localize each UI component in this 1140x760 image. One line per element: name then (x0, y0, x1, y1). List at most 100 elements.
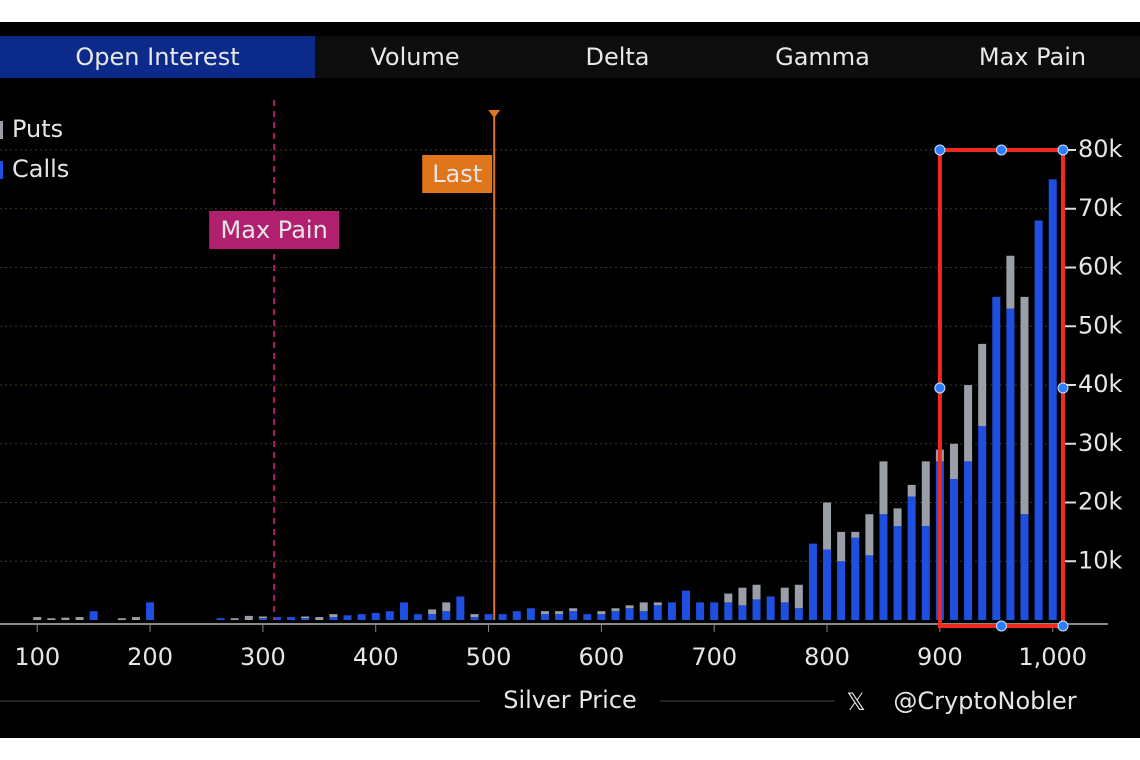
bar (33, 617, 42, 620)
bar (893, 526, 902, 620)
bar (301, 618, 310, 620)
selection-box (937, 148, 1066, 628)
bar (470, 617, 479, 620)
tab[interactable]: Gamma (775, 43, 870, 71)
bar (371, 612, 380, 620)
bar (498, 614, 507, 620)
tab[interactable]: Volume (370, 43, 460, 71)
annotation-label: Max Pain (221, 216, 328, 244)
tab[interactable]: Max Pain (978, 43, 1087, 71)
bar (1034, 220, 1043, 620)
bar (949, 443, 958, 479)
bar (625, 605, 634, 609)
bar (1048, 179, 1057, 620)
y-tick-label: 20k (1078, 488, 1123, 516)
bar (738, 605, 747, 620)
bar (696, 602, 705, 620)
bar (385, 611, 394, 620)
bar (1020, 514, 1029, 620)
bar (964, 461, 973, 620)
y-tick-label: 40k (1078, 370, 1123, 398)
bar (639, 611, 648, 620)
bar (146, 602, 155, 620)
bar (1006, 308, 1015, 620)
y-tick-label: 50k (1078, 311, 1123, 339)
bar (611, 611, 620, 620)
selection-handle (1057, 620, 1069, 632)
bar (484, 614, 493, 620)
watermark-icon: 𝕏 (846, 688, 865, 716)
bar (992, 296, 1001, 620)
bar (865, 555, 874, 620)
bar (611, 608, 620, 612)
bar (583, 614, 592, 620)
selection-handle (995, 620, 1007, 632)
selection-handle (1057, 382, 1069, 394)
bar (442, 602, 451, 612)
bar (964, 385, 973, 462)
bar (710, 602, 719, 620)
bar (794, 584, 803, 609)
bar (639, 602, 648, 612)
bar (921, 526, 930, 620)
bar (428, 614, 437, 620)
bar (766, 596, 775, 620)
bar (823, 549, 832, 620)
bar (682, 590, 691, 620)
bar (794, 608, 803, 620)
selection-handle (934, 382, 946, 394)
bar (1020, 296, 1029, 515)
bar (879, 514, 888, 620)
bar (343, 615, 352, 620)
bar (131, 617, 140, 620)
bar (47, 618, 56, 620)
annotation-cap (488, 110, 501, 118)
bar (230, 618, 239, 620)
bar (428, 609, 437, 615)
bar (555, 614, 564, 620)
y-tick-label: 10k (1078, 546, 1123, 574)
bar (258, 618, 267, 620)
bar (837, 561, 846, 620)
bar (470, 614, 479, 618)
x-tick-label: 600 (578, 643, 624, 671)
bar (949, 479, 958, 620)
bar (921, 461, 930, 526)
bar (597, 614, 606, 620)
annotation-box (422, 155, 493, 193)
watermark: @CryptoNobler (893, 687, 1076, 715)
legend-label: Calls (12, 155, 69, 183)
bar (752, 599, 761, 620)
bar (89, 611, 98, 620)
bar (456, 596, 465, 620)
bar (823, 502, 832, 550)
bar (780, 587, 789, 603)
bar (287, 617, 296, 620)
bar (512, 611, 521, 620)
x-tick-label: 300 (240, 643, 286, 671)
bar (837, 531, 846, 562)
bar (75, 617, 84, 620)
bar (329, 614, 338, 618)
tab[interactable]: Open Interest (0, 36, 315, 78)
bar (752, 584, 761, 600)
bar (597, 611, 606, 615)
bar (329, 617, 338, 620)
bar (216, 618, 225, 620)
bar (244, 615, 253, 620)
selection-handle (1057, 144, 1069, 156)
bar (414, 614, 423, 620)
tab[interactable]: Delta (585, 43, 650, 71)
x-tick-label: 900 (917, 643, 963, 671)
bar (357, 614, 366, 620)
bar (667, 602, 676, 620)
bar (540, 614, 549, 620)
bar (865, 514, 874, 556)
annotation-box (209, 211, 340, 249)
x-axis-label: Silver Price (503, 686, 637, 714)
legend-swatch (0, 121, 3, 139)
bar (653, 602, 662, 606)
y-tick-label: 70k (1078, 194, 1123, 222)
x-tick-label: 800 (804, 643, 850, 671)
